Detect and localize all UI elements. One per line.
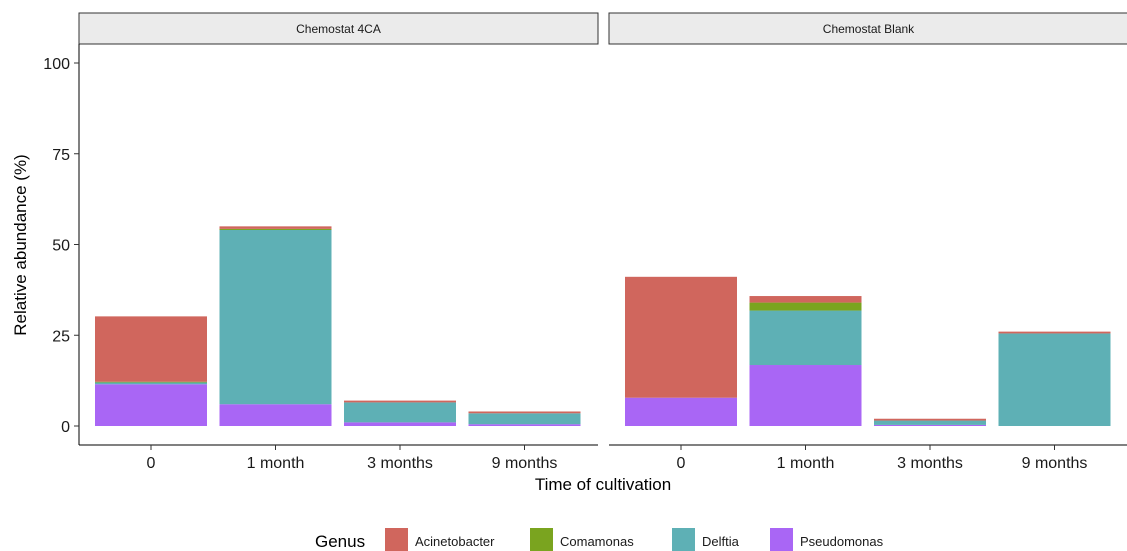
x-axis-ticks: 0 1 month 3 months 9 months 0 1 month 3 months… bbox=[147, 445, 1088, 472]
panel-strip-right: Chemostat Blank bbox=[608, 12, 1127, 45]
bar-segment-pseudomonas bbox=[874, 424, 986, 426]
legend: Genus Acinetobacter Comamonas Delftia Pseud… bbox=[315, 528, 884, 551]
x-axis-title: Time of cultivation bbox=[535, 475, 671, 494]
bar-segment-delftia bbox=[344, 402, 456, 423]
legend-title: Genus bbox=[315, 532, 365, 551]
y-axis-ticks: 0 25 50 75 100 bbox=[43, 56, 79, 436]
bar-segment-acinetobacter bbox=[219, 226, 332, 229]
y-tick-label: 50 bbox=[52, 238, 70, 255]
legend-label-acinetobacter: Acinetobacter bbox=[415, 534, 495, 549]
bar-segment-delftia bbox=[95, 382, 207, 385]
legend-label-delftia: Delftia bbox=[702, 534, 740, 549]
bar-segment-acinetobacter bbox=[468, 411, 581, 414]
bar-segment-comamonas bbox=[749, 302, 862, 311]
y-tick-label: 0 bbox=[61, 419, 70, 436]
panel-strip-left: Chemostat 4CA bbox=[78, 12, 599, 45]
panel-strip-right-bg bbox=[608, 12, 1127, 45]
bar-segment-comamonas bbox=[219, 228, 332, 230]
x-tick-label: 9 months bbox=[492, 455, 558, 472]
y-tick-label: 75 bbox=[52, 147, 70, 164]
bar-segment-acinetobacter bbox=[95, 316, 207, 382]
bar-segment-acinetobacter bbox=[749, 296, 862, 303]
panel-label-right: Chemostat Blank bbox=[823, 22, 915, 36]
bar-segment-acinetobacter bbox=[344, 400, 456, 403]
panel-strip-left-bg bbox=[78, 12, 599, 45]
legend-swatch-delftia bbox=[672, 528, 695, 551]
legend-swatch-pseudomonas bbox=[770, 528, 793, 551]
legend-label-pseudomonas: Pseudomonas bbox=[800, 534, 884, 549]
y-axis-title: Relative abundance (%) bbox=[11, 154, 30, 335]
bar-segment-pseudomonas bbox=[219, 404, 332, 426]
x-tick-label: 0 bbox=[147, 455, 156, 472]
panel-label-left: Chemostat 4CA bbox=[296, 22, 381, 36]
bar-segment-delftia bbox=[468, 413, 581, 425]
y-tick-label: 100 bbox=[43, 56, 70, 73]
bar-segment-comamonas bbox=[95, 381, 207, 383]
x-tick-label: 0 bbox=[677, 455, 686, 472]
bar-segment-pseudomonas bbox=[749, 365, 862, 426]
bar-segment-acinetobacter bbox=[625, 276, 737, 398]
bars bbox=[95, 226, 1111, 426]
bar-segment-pseudomonas bbox=[468, 424, 581, 426]
bar-segment-pseudomonas bbox=[95, 384, 207, 426]
y-tick-label: 25 bbox=[52, 328, 70, 345]
x-tick-label: 9 months bbox=[1022, 455, 1088, 472]
x-tick-label: 1 month bbox=[777, 455, 835, 472]
x-tick-label: 1 month bbox=[247, 455, 305, 472]
bar-segment-pseudomonas bbox=[625, 397, 737, 426]
bar-segment-acinetobacter bbox=[998, 331, 1111, 334]
bar-segment-delftia bbox=[998, 333, 1111, 426]
bar-segment-delftia bbox=[874, 420, 986, 425]
bar-segment-delftia bbox=[749, 310, 862, 366]
bar-segment-pseudomonas bbox=[344, 422, 456, 426]
bar-segment-delftia bbox=[219, 229, 332, 405]
legend-label-comamonas: Comamonas bbox=[560, 534, 634, 549]
x-tick-label: 3 months bbox=[897, 455, 963, 472]
legend-swatch-comamonas bbox=[530, 528, 553, 551]
legend-swatch-acinetobacter bbox=[385, 528, 408, 551]
x-tick-label: 3 months bbox=[367, 455, 433, 472]
bar-segment-acinetobacter bbox=[874, 418, 986, 421]
